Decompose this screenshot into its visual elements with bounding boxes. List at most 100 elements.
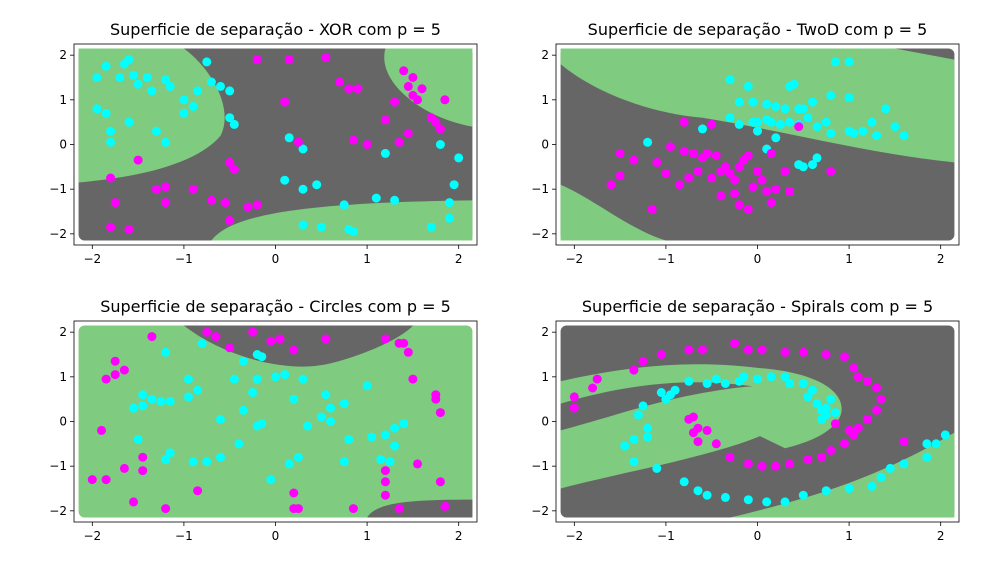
- subplot-xor: Superficie de separação - XOR com p = 5 …: [49, 20, 478, 266]
- magenta-point: [652, 157, 662, 167]
- magenta-point: [353, 84, 363, 94]
- magenta-point: [675, 180, 685, 190]
- cyan-point: [184, 392, 193, 402]
- cyan-point: [643, 137, 653, 147]
- cyan-point: [142, 73, 152, 82]
- cyan-point: [280, 370, 290, 380]
- x-tick-label: −1: [657, 529, 675, 543]
- y-tick-label: −1: [531, 182, 549, 196]
- y-tick-label: 1: [541, 370, 549, 384]
- cyan-point: [124, 55, 134, 65]
- subplot-title: Superficie de separação - Spirals com p …: [582, 297, 933, 316]
- series-cyan: [129, 338, 409, 485]
- cyan-point: [922, 439, 932, 449]
- cyan-point: [115, 73, 125, 82]
- x-tick-label: 0: [272, 529, 280, 543]
- magenta-point: [780, 166, 790, 176]
- cyan-point: [202, 457, 212, 467]
- cyan-point: [165, 81, 175, 91]
- magenta-point: [211, 332, 221, 342]
- y-tick-label: 0: [541, 138, 549, 152]
- magenta-point: [225, 157, 235, 167]
- decision-surface: [78, 48, 473, 241]
- magenta-point: [569, 392, 579, 402]
- magenta-point: [757, 175, 767, 185]
- magenta-point: [110, 356, 120, 366]
- magenta-point: [743, 204, 753, 214]
- cyan-point: [766, 372, 776, 382]
- y-tick-label: 1: [541, 93, 549, 107]
- cyan-point: [367, 432, 377, 442]
- magenta-point: [615, 148, 625, 158]
- cyan-point: [284, 459, 294, 469]
- x-tick-label: −2: [565, 529, 583, 543]
- cyan-point: [725, 75, 735, 85]
- cyan-point: [798, 162, 808, 172]
- cyan-point: [445, 198, 454, 208]
- cyan-point: [899, 459, 909, 469]
- cyan-point: [399, 419, 409, 429]
- x-tick-label: 0: [754, 529, 762, 543]
- magenta-point: [275, 334, 285, 344]
- cyan-point: [426, 222, 436, 232]
- magenta-point: [293, 137, 303, 147]
- magenta-point: [679, 117, 689, 127]
- magenta-point: [588, 383, 598, 393]
- cyan-point: [101, 108, 111, 118]
- x-tick-label: −1: [175, 252, 193, 266]
- magenta-point: [606, 180, 616, 190]
- cyan-point: [670, 385, 680, 395]
- magenta-point: [803, 455, 813, 464]
- cyan-point: [739, 372, 749, 382]
- magenta-point: [821, 350, 831, 359]
- magenta-point: [844, 425, 854, 435]
- magenta-point: [748, 182, 758, 192]
- x-tick-label: −2: [83, 529, 101, 543]
- magenta-point: [656, 350, 666, 359]
- series-magenta: [106, 52, 450, 234]
- y-tick-label: −2: [531, 227, 549, 241]
- magenta-point: [106, 222, 116, 232]
- magenta-point: [344, 84, 354, 94]
- cyan-point: [161, 455, 171, 464]
- magenta-point: [348, 504, 358, 514]
- magenta-point: [661, 169, 671, 178]
- cyan-point: [229, 374, 239, 384]
- x-tick-label: −1: [657, 252, 675, 266]
- magenta-point: [380, 477, 390, 487]
- magenta-point: [394, 137, 404, 147]
- magenta-point: [762, 186, 772, 196]
- cyan-point: [238, 356, 248, 366]
- magenta-point: [826, 166, 836, 176]
- cyan-point: [620, 441, 630, 451]
- magenta-point: [252, 55, 262, 65]
- magenta-point: [129, 497, 138, 507]
- magenta-point: [734, 162, 744, 172]
- cyan-point: [808, 385, 817, 395]
- magenta-point: [798, 347, 808, 357]
- cyan-point: [817, 414, 827, 424]
- cyan-point: [179, 95, 189, 105]
- magenta-point: [766, 198, 776, 208]
- cyan-point: [720, 379, 730, 388]
- cyan-point: [271, 372, 280, 382]
- magenta-point: [161, 504, 171, 514]
- cyan-point: [789, 79, 799, 89]
- magenta-point: [785, 459, 795, 469]
- surface-green-region: [730, 432, 955, 518]
- cyan-point: [629, 434, 639, 444]
- magenta-point: [817, 452, 827, 462]
- magenta-point: [321, 52, 331, 62]
- magenta-point: [403, 81, 413, 91]
- x-tick-label: 2: [455, 252, 463, 266]
- cyan-point: [821, 117, 831, 127]
- cyan-point: [298, 374, 308, 384]
- magenta-point: [753, 166, 762, 176]
- magenta-point: [872, 405, 882, 415]
- magenta-point: [413, 459, 422, 469]
- cyan-point: [133, 434, 143, 444]
- magenta-point: [417, 84, 427, 94]
- magenta-point: [110, 370, 120, 380]
- cyan-point: [445, 213, 454, 223]
- cyan-point: [743, 495, 753, 505]
